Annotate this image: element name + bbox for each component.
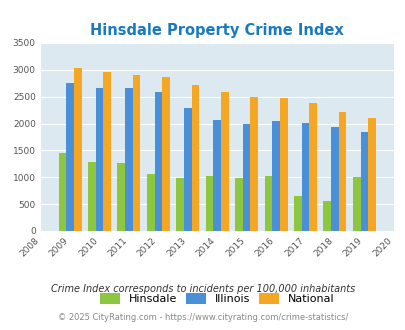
Bar	[58, 152, 66, 231]
Text: © 2025 CityRating.com - https://www.cityrating.com/crime-statistics/: © 2025 CityRating.com - https://www.city…	[58, 313, 347, 322]
Bar	[213, 120, 220, 231]
Legend: Hinsdale, Illinois, National: Hinsdale, Illinois, National	[100, 293, 334, 304]
Bar	[309, 103, 316, 231]
Bar	[191, 85, 199, 231]
Bar	[279, 98, 287, 231]
Bar	[66, 83, 74, 231]
Bar	[96, 87, 103, 231]
Bar	[338, 112, 345, 231]
Bar	[264, 176, 272, 231]
Bar	[301, 123, 309, 231]
Bar	[74, 68, 81, 231]
Bar	[293, 196, 301, 231]
Bar	[272, 121, 279, 231]
Bar	[352, 177, 360, 231]
Bar	[88, 162, 96, 231]
Bar	[183, 109, 191, 231]
Bar	[103, 73, 111, 231]
Bar	[162, 77, 169, 231]
Bar	[367, 117, 375, 231]
Bar	[250, 97, 258, 231]
Bar	[220, 92, 228, 231]
Bar	[147, 174, 154, 231]
Bar	[125, 87, 132, 231]
Bar	[242, 124, 250, 231]
Bar	[132, 75, 140, 231]
Bar	[154, 92, 162, 231]
Title: Hinsdale Property Crime Index: Hinsdale Property Crime Index	[90, 22, 343, 38]
Bar	[360, 132, 367, 231]
Bar	[117, 163, 125, 231]
Text: Crime Index corresponds to incidents per 100,000 inhabitants: Crime Index corresponds to incidents per…	[51, 284, 354, 294]
Bar	[234, 178, 242, 231]
Bar	[323, 201, 330, 231]
Bar	[205, 176, 213, 231]
Bar	[176, 178, 183, 231]
Bar	[330, 127, 338, 231]
